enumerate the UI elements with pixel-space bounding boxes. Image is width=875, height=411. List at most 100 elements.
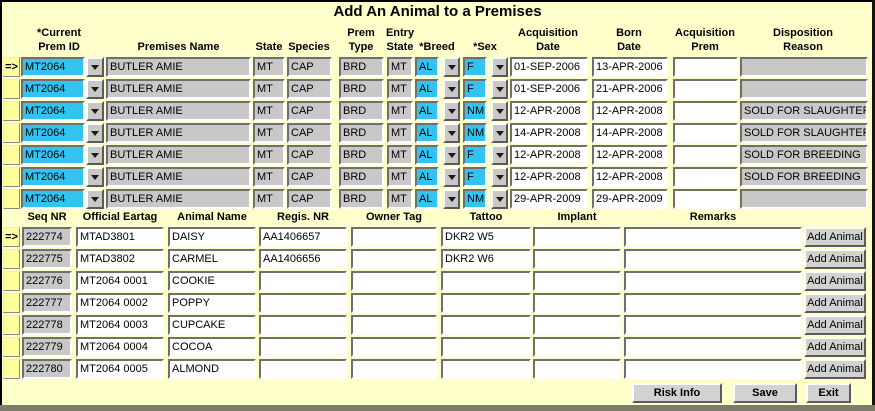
prem-id-combo[interactable]: MT2064: [21, 79, 85, 99]
animal-name-input[interactable]: ALMOND: [168, 359, 256, 379]
sex-combo[interactable]: F: [463, 79, 487, 99]
sex-dropdown-button[interactable]: [491, 189, 508, 209]
owner-tag-input[interactable]: [351, 227, 437, 247]
acquisition-prem-input[interactable]: [673, 57, 738, 77]
prem-id-dropdown-button[interactable]: [86, 145, 104, 165]
row-selector[interactable]: =>: [3, 227, 20, 247]
animal-name-input[interactable]: CARMEL: [168, 249, 256, 269]
implant-input[interactable]: [533, 315, 621, 335]
add-animal-button[interactable]: Add Animal: [804, 337, 866, 357]
official-eartag-input[interactable]: MT2064 0004: [76, 337, 164, 357]
acquisition-date-input[interactable]: 12-APR-2008: [510, 101, 588, 121]
tattoo-input[interactable]: [441, 271, 531, 291]
prem-id-combo[interactable]: MT2064: [21, 101, 85, 121]
add-animal-button[interactable]: Add Animal: [804, 271, 866, 291]
row-selector[interactable]: [3, 315, 20, 335]
sex-combo[interactable]: NM: [463, 123, 487, 143]
acquisition-prem-input[interactable]: [673, 145, 738, 165]
animal-name-input[interactable]: POPPY: [168, 293, 256, 313]
regis-nr-input[interactable]: AA1406656: [259, 249, 347, 269]
breed-combo[interactable]: AL: [415, 79, 439, 99]
acquisition-prem-input[interactable]: [673, 189, 738, 209]
acquisition-date-input[interactable]: 01-SEP-2006: [510, 57, 588, 77]
row-selector[interactable]: [3, 145, 20, 165]
animal-name-input[interactable]: COOKIE: [168, 271, 256, 291]
add-animal-button[interactable]: Add Animal: [804, 249, 866, 269]
animal-name-input[interactable]: COCOA: [168, 337, 256, 357]
born-date-input[interactable]: 21-APR-2006: [592, 79, 668, 99]
tattoo-input[interactable]: [441, 337, 531, 357]
sex-dropdown-button[interactable]: [491, 123, 508, 143]
born-date-input[interactable]: 29-APR-2009: [592, 189, 668, 209]
prem-id-dropdown-button[interactable]: [86, 79, 104, 99]
acquisition-prem-input[interactable]: [673, 167, 738, 187]
prem-id-combo[interactable]: MT2064: [21, 189, 85, 209]
row-selector[interactable]: [3, 167, 20, 187]
add-animal-button[interactable]: Add Animal: [804, 315, 866, 335]
sex-combo[interactable]: F: [463, 57, 487, 77]
implant-input[interactable]: [533, 271, 621, 291]
regis-nr-input[interactable]: [259, 271, 347, 291]
sex-dropdown-button[interactable]: [491, 57, 508, 77]
born-date-input[interactable]: 12-APR-2008: [592, 101, 668, 121]
official-eartag-input[interactable]: MTAD3801: [76, 227, 164, 247]
official-eartag-input[interactable]: MT2064 0005: [76, 359, 164, 379]
row-selector[interactable]: =>: [3, 57, 20, 77]
official-eartag-input[interactable]: MT2064 0002: [76, 293, 164, 313]
regis-nr-input[interactable]: [259, 315, 347, 335]
prem-id-combo[interactable]: MT2064: [21, 123, 85, 143]
sex-combo[interactable]: NM: [463, 189, 487, 209]
sex-dropdown-button[interactable]: [491, 167, 508, 187]
prem-id-combo[interactable]: MT2064: [21, 145, 85, 165]
implant-input[interactable]: [533, 359, 621, 379]
implant-input[interactable]: [533, 293, 621, 313]
row-selector[interactable]: [3, 189, 20, 209]
breed-combo[interactable]: AL: [415, 167, 439, 187]
sex-dropdown-button[interactable]: [491, 79, 508, 99]
save-button[interactable]: Save: [733, 383, 797, 403]
owner-tag-input[interactable]: [351, 293, 437, 313]
acquisition-prem-input[interactable]: [673, 79, 738, 99]
row-selector[interactable]: [3, 293, 20, 313]
breed-dropdown-button[interactable]: [443, 189, 460, 209]
sex-combo[interactable]: F: [463, 167, 487, 187]
remarks-input[interactable]: [624, 315, 802, 335]
prem-id-dropdown-button[interactable]: [86, 101, 104, 121]
official-eartag-input[interactable]: MT2064 0001: [76, 271, 164, 291]
sex-dropdown-button[interactable]: [491, 145, 508, 165]
prem-id-dropdown-button[interactable]: [86, 167, 104, 187]
remarks-input[interactable]: [624, 227, 802, 247]
tattoo-input[interactable]: DKR2 W6: [441, 249, 531, 269]
breed-combo[interactable]: AL: [415, 189, 439, 209]
owner-tag-input[interactable]: [351, 315, 437, 335]
born-date-input[interactable]: 12-APR-2008: [592, 167, 668, 187]
tattoo-input[interactable]: [441, 293, 531, 313]
implant-input[interactable]: [533, 337, 621, 357]
acquisition-prem-input[interactable]: [673, 101, 738, 121]
breed-combo[interactable]: AL: [415, 123, 439, 143]
exit-button[interactable]: Exit: [806, 383, 851, 403]
add-animal-button[interactable]: Add Animal: [804, 359, 866, 379]
owner-tag-input[interactable]: [351, 249, 437, 269]
row-selector[interactable]: [3, 123, 20, 143]
regis-nr-input[interactable]: [259, 337, 347, 357]
tattoo-input[interactable]: [441, 359, 531, 379]
owner-tag-input[interactable]: [351, 271, 437, 291]
implant-input[interactable]: [533, 249, 621, 269]
acquisition-date-input[interactable]: 29-APR-2009: [510, 189, 588, 209]
row-selector[interactable]: [3, 337, 20, 357]
breed-dropdown-button[interactable]: [443, 123, 460, 143]
prem-id-combo[interactable]: MT2064: [21, 167, 85, 187]
acquisition-date-input[interactable]: 14-APR-2008: [510, 123, 588, 143]
prem-id-combo[interactable]: MT2064: [21, 57, 85, 77]
sex-combo[interactable]: F: [463, 145, 487, 165]
add-animal-button[interactable]: Add Animal: [804, 293, 866, 313]
official-eartag-input[interactable]: MTAD3802: [76, 249, 164, 269]
born-date-input[interactable]: 13-APR-2006: [592, 57, 668, 77]
remarks-input[interactable]: [624, 293, 802, 313]
remarks-input[interactable]: [624, 271, 802, 291]
breed-combo[interactable]: AL: [415, 101, 439, 121]
row-selector[interactable]: [3, 249, 20, 269]
breed-dropdown-button[interactable]: [443, 167, 460, 187]
animal-name-input[interactable]: CUPCAKE: [168, 315, 256, 335]
